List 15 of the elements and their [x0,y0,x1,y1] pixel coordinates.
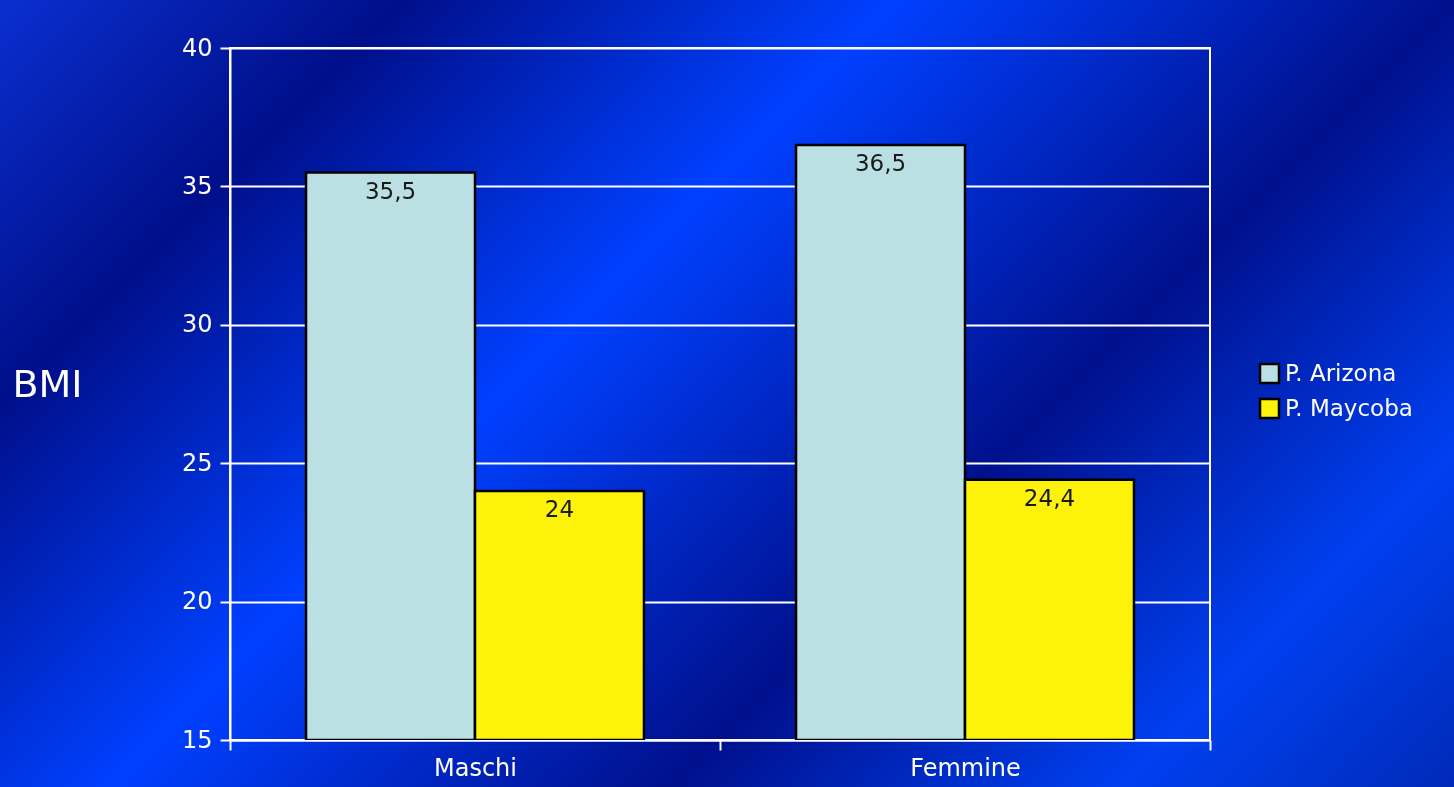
y-axis-title: BMI [12,361,83,406]
legend-label: P. Arizona [1285,359,1397,386]
y-tick-label: 25 [181,448,213,477]
data-label: 36,5 [854,149,907,176]
y-tick-label: 20 [181,587,213,616]
y-tick-label: 15 [181,725,213,754]
x-tick-label: Femmine [910,753,1021,782]
y-tick-label: 35 [181,171,213,200]
y-tick-label: 30 [181,310,213,339]
data-label: 24 [544,495,575,522]
x-tick-label: Maschi [434,753,517,782]
data-label: 35,5 [364,177,417,204]
data-label: 24,4 [1023,484,1076,511]
y-tick-label: 40 [181,33,213,62]
legend-label: P. Maycoba [1285,394,1413,421]
